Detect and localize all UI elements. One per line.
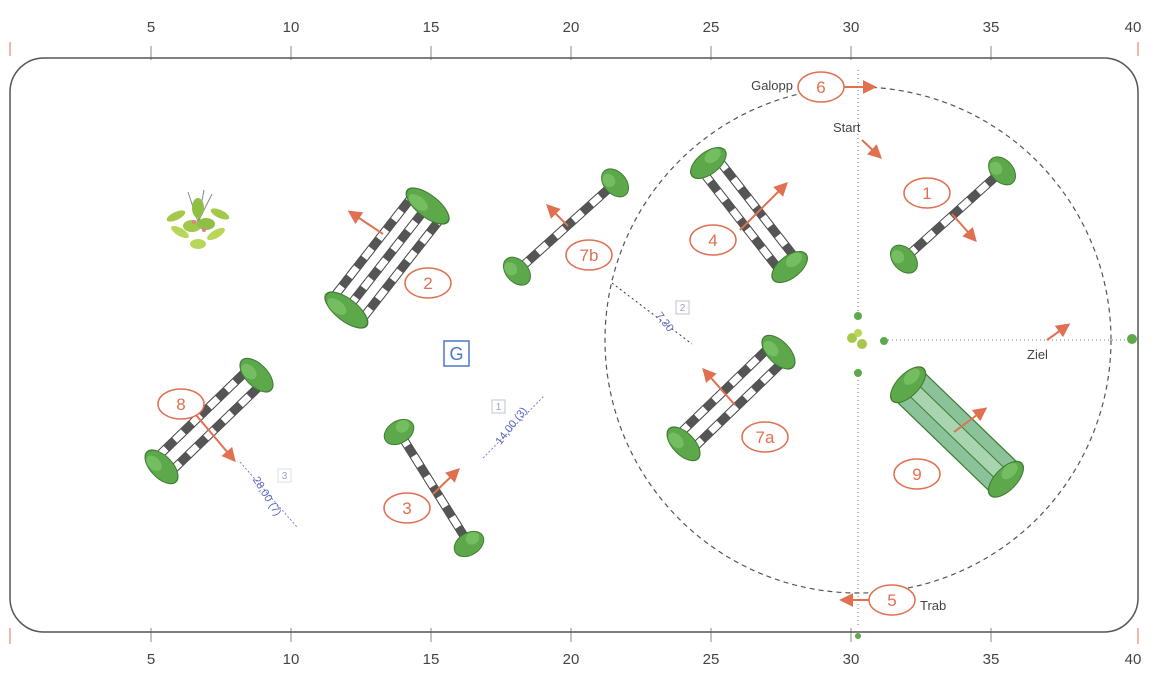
bottom-tick-25: 25 [703, 651, 720, 668]
bottom-tick-35: 35 [983, 651, 1000, 668]
obstacle-8-number: 8 [157, 388, 205, 420]
obstacle-2-number: 2 [404, 267, 452, 299]
obstacle-2-direction-arrow [347, 210, 384, 235]
arena-border [9, 57, 1139, 633]
svg-text:9: 9 [912, 465, 921, 484]
bottom-tick-10: 10 [283, 651, 300, 668]
top-tick-10: 10 [283, 19, 300, 36]
measurement-3: 3 28,00 (7) [239, 461, 298, 528]
top-tick-30: 30 [843, 19, 860, 36]
finish-direction-arrow [1046, 323, 1071, 341]
start-label: Start [833, 120, 861, 135]
top-scale: 5 10 15 20 25 30 35 40 [9, 19, 1142, 60]
bottom-tick-15: 15 [423, 651, 440, 668]
svg-text:1: 1 [922, 184, 931, 203]
svg-text:6: 6 [816, 78, 825, 97]
center-marker-plant [847, 312, 1137, 639]
plant-decoration [166, 189, 230, 249]
obstacle-8-direction-arrow [195, 414, 236, 463]
svg-text:2: 2 [423, 274, 432, 293]
top-tick-25: 25 [703, 19, 720, 36]
top-tick-40: 40 [1125, 19, 1142, 36]
measurement-1: 1 14,00 (3) [482, 395, 545, 459]
galopp-label: Galopp [751, 78, 793, 93]
bottom-tick-5: 5 [147, 651, 155, 668]
bottom-scale: 5 10 15 20 25 30 35 40 [9, 628, 1142, 668]
svg-text:G: G [449, 344, 463, 364]
obstacle-7b-direction-arrow [546, 204, 569, 227]
top-tick-20: 20 [563, 19, 580, 36]
top-tick-15: 15 [423, 19, 440, 36]
obstacle-3-jump [379, 413, 489, 563]
obstacle-3-direction-arrow [432, 468, 461, 495]
obstacle-3-number: 3 [383, 492, 431, 524]
obstacle-4-number: 4 [689, 224, 737, 256]
start-direction-arrow [861, 139, 883, 159]
center-g-marker: G [443, 340, 470, 367]
obstacle-7a-direction-arrow [702, 367, 736, 406]
svg-text:2: 2 [680, 303, 686, 314]
svg-text:7a: 7a [756, 428, 775, 447]
obstacle-1-direction-arrow [951, 213, 977, 243]
obstacle-4-jump [684, 140, 814, 290]
svg-text:5: 5 [887, 591, 896, 610]
obstacle-4-direction-arrow [739, 182, 788, 231]
svg-text:3: 3 [282, 471, 288, 482]
svg-text:7,30: 7,30 [653, 310, 676, 334]
svg-text:4: 4 [708, 231, 717, 250]
obstacle-8-jump [138, 351, 280, 491]
svg-text:1: 1 [496, 402, 502, 413]
svg-text:7b: 7b [580, 246, 599, 265]
bottom-tick-20: 20 [563, 651, 580, 668]
obstacle-9-number: 9 [893, 458, 941, 490]
obstacle-2-jump [318, 180, 456, 336]
obstacle-5-number: 5 [868, 584, 916, 616]
bottom-tick-40: 40 [1125, 651, 1142, 668]
obstacle-7a-number: 7a [741, 421, 789, 453]
top-tick-35: 35 [983, 19, 1000, 36]
trab-label: Trab [920, 598, 946, 613]
top-tick-5: 5 [147, 19, 155, 36]
ziel-label: Ziel [1027, 347, 1048, 362]
obstacle-7b-number: 7b [565, 239, 613, 271]
svg-text:8: 8 [176, 395, 185, 414]
obstacle-9-direction-arrow [953, 407, 988, 433]
obstacle-6-number: 6 [797, 71, 845, 103]
measurement-2: 2 7,30 [611, 282, 693, 345]
bottom-tick-30: 30 [843, 651, 860, 668]
obstacle-7b-jump [497, 163, 635, 291]
obstacle-1-number: 1 [903, 177, 951, 209]
svg-text:3: 3 [402, 499, 411, 518]
